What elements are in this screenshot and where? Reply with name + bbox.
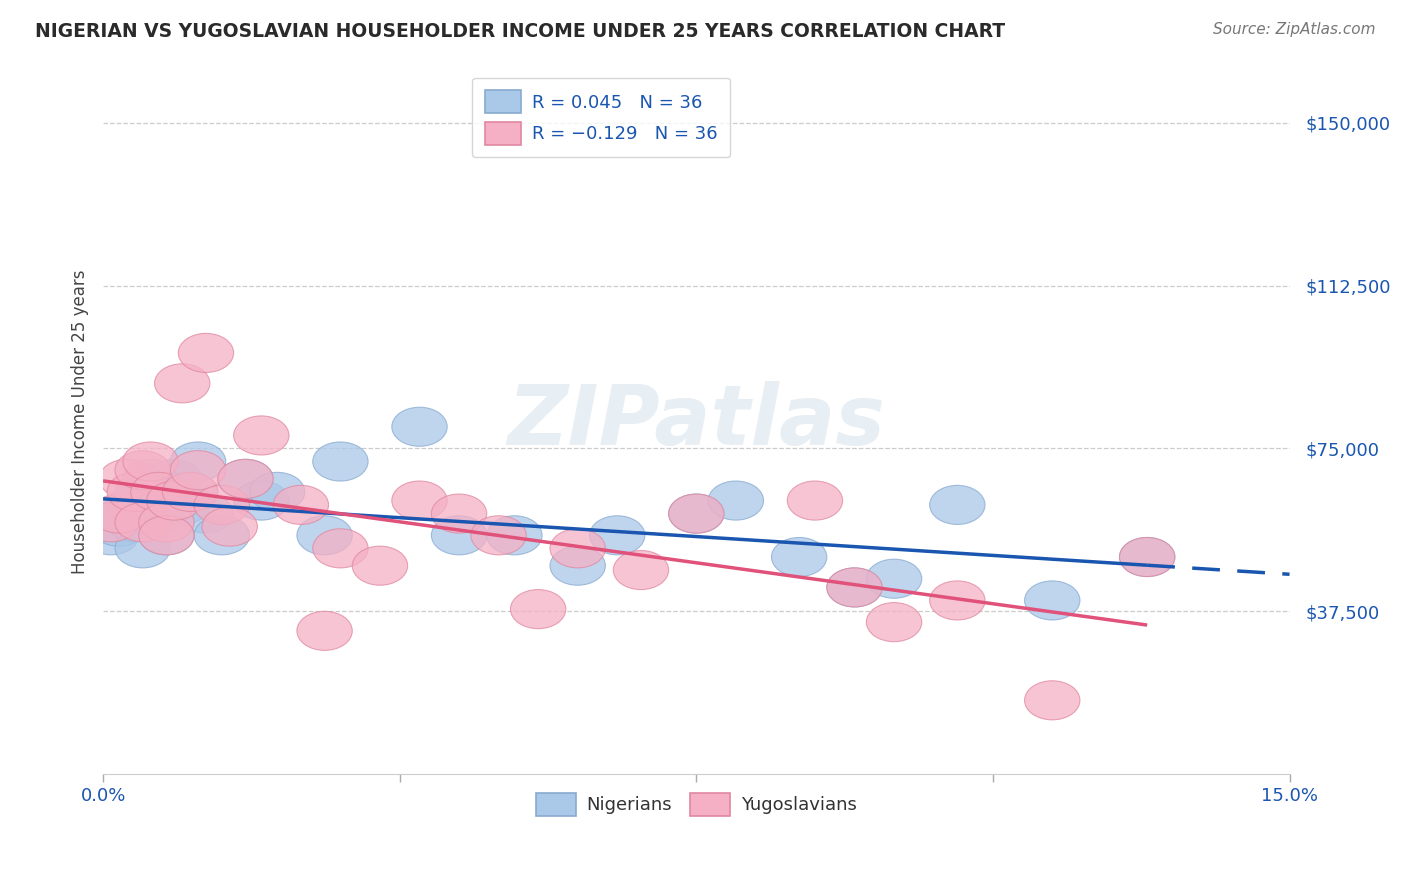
Text: Source: ZipAtlas.com: Source: ZipAtlas.com (1212, 22, 1375, 37)
Legend: Nigerians, Yugoslavians: Nigerians, Yugoslavians (527, 784, 866, 825)
Text: NIGERIAN VS YUGOSLAVIAN HOUSEHOLDER INCOME UNDER 25 YEARS CORRELATION CHART: NIGERIAN VS YUGOSLAVIAN HOUSEHOLDER INCO… (35, 22, 1005, 41)
Text: ZIPatlas: ZIPatlas (508, 381, 886, 462)
Y-axis label: Householder Income Under 25 years: Householder Income Under 25 years (72, 269, 89, 574)
